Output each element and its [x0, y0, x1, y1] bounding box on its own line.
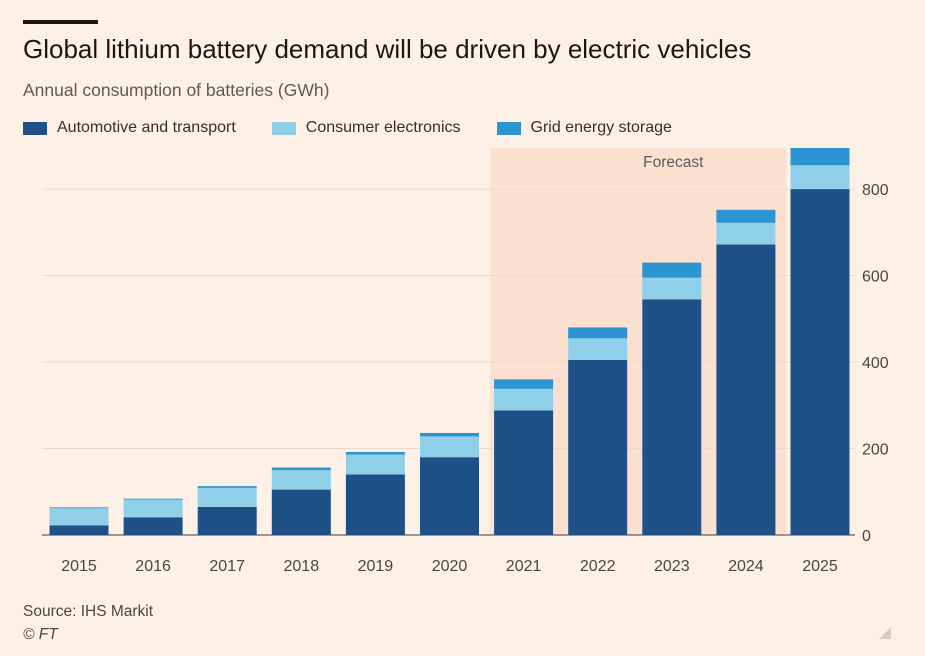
- bar-segment-consumer-2015: [49, 508, 109, 526]
- credit-note: © FT: [23, 626, 58, 643]
- x-tick-label: 2016: [135, 558, 171, 575]
- bar-segment-consumer-2022: [568, 338, 628, 360]
- header-accent-bar: [23, 20, 98, 24]
- x-tick-label: 2020: [432, 558, 468, 575]
- source-note: Source: IHS Markit: [23, 603, 154, 620]
- chart-legend: Automotive and transport Consumer electr…: [23, 119, 708, 137]
- bar-segment-consumer-2016: [123, 499, 183, 518]
- y-tick-label: 400: [862, 355, 889, 372]
- y-tick-label: 0: [862, 528, 871, 545]
- bar-segment-consumer-2019: [345, 454, 405, 475]
- bar-segment-grid-2015: [49, 507, 109, 509]
- bar-segment-consumer-2021: [494, 388, 554, 411]
- bar-segment-automotive-2023: [642, 299, 702, 535]
- bar-segment-consumer-2024: [716, 222, 776, 245]
- bar-segment-automotive-2019: [345, 474, 405, 535]
- legend-item-consumer: Consumer electronics: [271, 119, 461, 137]
- legend-item-grid: Grid energy storage: [496, 119, 672, 137]
- bar-segment-automotive-2016: [123, 517, 183, 535]
- chart-title: Global lithium battery demand will be dr…: [23, 34, 752, 64]
- bar-segment-grid-2023: [642, 262, 702, 278]
- bar-segment-consumer-2023: [642, 277, 702, 300]
- legend-swatch-automotive: [23, 121, 47, 135]
- bar-segment-automotive-2022: [568, 359, 628, 535]
- bar-segment-grid-2021: [494, 379, 554, 389]
- y-tick-label: 800: [862, 182, 889, 199]
- legend-swatch-consumer: [271, 121, 296, 135]
- resize-corner-icon: [879, 627, 891, 639]
- x-tick-label: 2019: [358, 558, 394, 575]
- bar-segment-automotive-2020: [420, 457, 479, 535]
- bar-segment-grid-2017: [197, 486, 257, 488]
- x-tick-label: 2015: [61, 558, 97, 575]
- x-tick-label: 2022: [580, 558, 616, 575]
- x-tick-label: 2017: [209, 558, 245, 575]
- x-tick-label: 2021: [506, 558, 542, 575]
- bar-segment-automotive-2025: [790, 189, 850, 535]
- x-tick-label: 2018: [284, 558, 320, 575]
- legend-item-automotive: Automotive and transport: [23, 119, 236, 137]
- bar-segment-grid-2018: [271, 467, 331, 471]
- bar-segment-automotive-2021: [494, 410, 554, 535]
- y-tick-label: 200: [862, 442, 889, 459]
- x-tick-label: 2023: [654, 558, 690, 575]
- x-tick-label: 2025: [802, 558, 838, 575]
- bar-segment-grid-2024: [716, 209, 776, 223]
- bar-segment-grid-2022: [568, 327, 628, 339]
- bar-segment-consumer-2018: [271, 470, 331, 490]
- legend-label-consumer: Consumer electronics: [305, 119, 461, 136]
- bar-segment-automotive-2024: [716, 244, 776, 535]
- bar-segment-grid-2020: [420, 432, 479, 437]
- legend-label-automotive: Automotive and transport: [57, 119, 236, 136]
- bar-segment-automotive-2018: [271, 489, 331, 535]
- legend-swatch-grid: [496, 121, 521, 135]
- bar-segment-grid-2019: [345, 451, 405, 455]
- x-tick-label: 2024: [728, 558, 764, 575]
- bar-segment-automotive-2015: [49, 525, 109, 535]
- bar-segment-automotive-2017: [197, 506, 257, 535]
- y-tick-label: 600: [862, 269, 889, 286]
- bar-segment-consumer-2025: [790, 165, 850, 190]
- legend-label-grid: Grid energy storage: [530, 119, 672, 136]
- bar-segment-consumer-2017: [197, 487, 257, 507]
- chart-subtitle: Annual consumption of batteries (GWh): [23, 80, 330, 100]
- forecast-label: Forecast: [643, 154, 704, 171]
- bar-segment-grid-2016: [123, 498, 183, 500]
- bar-segment-grid-2025: [790, 148, 850, 166]
- bar-segment-consumer-2020: [420, 436, 479, 458]
